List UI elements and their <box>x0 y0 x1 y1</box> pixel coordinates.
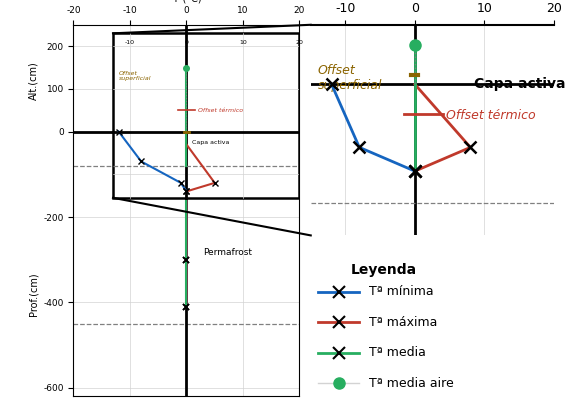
Text: Tª media aire: Tª media aire <box>369 377 454 390</box>
Text: Tª máxima: Tª máxima <box>369 316 437 329</box>
Text: Alt.(cm): Alt.(cm) <box>29 61 39 100</box>
Text: Prof.(cm): Prof.(cm) <box>29 272 39 316</box>
Text: Offset
superficial: Offset superficial <box>318 64 382 92</box>
Text: Capa activa: Capa activa <box>474 77 565 91</box>
Text: Offset térmico: Offset térmico <box>446 109 536 122</box>
Text: 20: 20 <box>295 40 303 45</box>
Text: 0: 0 <box>185 40 188 45</box>
Text: Leyenda: Leyenda <box>350 263 417 277</box>
Text: Capa activa: Capa activa <box>192 140 229 145</box>
Text: 10: 10 <box>239 40 247 45</box>
Text: Offset
superficial: Offset superficial <box>119 71 151 81</box>
Text: Tª media: Tª media <box>369 346 426 359</box>
Text: Permafrost: Permafrost <box>203 249 253 257</box>
Text: Offset térmico: Offset térmico <box>198 108 243 113</box>
Bar <box>113 33 299 198</box>
X-axis label: Tº(°C): Tº(°C) <box>172 0 201 4</box>
Text: -10: -10 <box>125 40 135 45</box>
Text: Tª mínima: Tª mínima <box>369 285 434 298</box>
